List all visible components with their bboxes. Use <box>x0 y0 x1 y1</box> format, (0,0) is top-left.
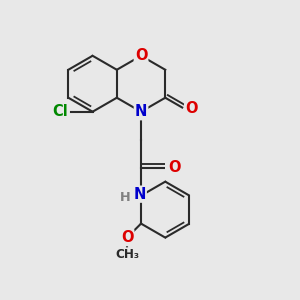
Text: O: O <box>121 230 133 245</box>
Text: O: O <box>185 100 198 116</box>
Text: O: O <box>168 160 181 175</box>
Text: H: H <box>119 190 130 204</box>
Text: CH₃: CH₃ <box>115 248 139 261</box>
Text: N: N <box>134 187 146 202</box>
Text: Cl: Cl <box>52 104 68 119</box>
Text: O: O <box>135 48 147 63</box>
Text: N: N <box>135 104 147 119</box>
